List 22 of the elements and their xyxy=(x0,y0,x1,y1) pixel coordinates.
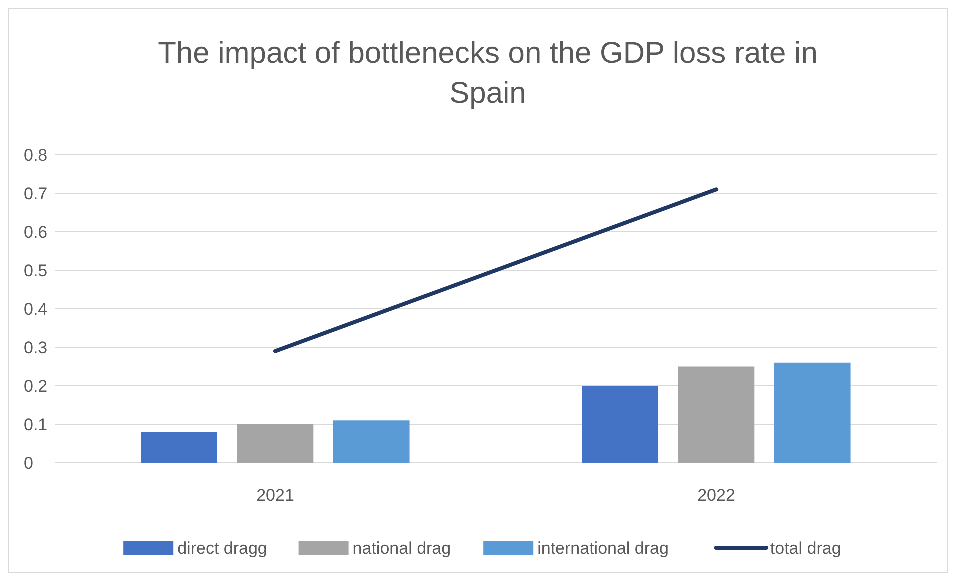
legend-label: direct dragg xyxy=(178,539,268,558)
y-tick-label: 0.4 xyxy=(24,300,48,319)
y-tick-label: 0.6 xyxy=(24,223,48,242)
bar xyxy=(141,432,218,463)
legend-label: total drag xyxy=(770,539,842,558)
legend-label: international drag xyxy=(538,539,669,558)
x-tick-label: 2021 xyxy=(256,486,294,505)
y-tick-label: 0.3 xyxy=(24,338,48,358)
bar xyxy=(582,386,659,463)
bar xyxy=(237,424,314,463)
y-tick-label: 0.2 xyxy=(24,377,48,396)
chart-title: The impact of bottlenecks on the GDP loss rate in Spain xyxy=(158,37,818,110)
x-tick-label: 2022 xyxy=(698,486,736,505)
bar xyxy=(774,362,851,463)
bar xyxy=(678,366,755,463)
y-tick-label: 0.5 xyxy=(24,262,48,280)
bar xyxy=(333,420,410,463)
y-tick-label: 0.1 xyxy=(24,416,48,434)
y-tick-label: 0.8 xyxy=(24,146,48,165)
y-tick-label: 0.7 xyxy=(24,184,48,204)
legend-label: national drag xyxy=(352,539,452,558)
y-tick-label: 0 xyxy=(24,454,34,473)
